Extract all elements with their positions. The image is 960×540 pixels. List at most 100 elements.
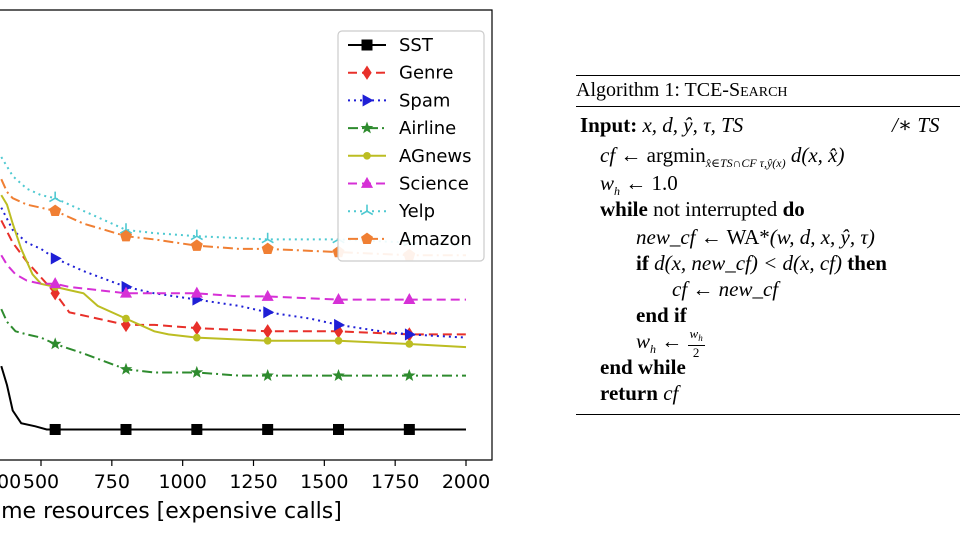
- cf-init-rhs: d(x, x̂): [790, 143, 845, 167]
- marker-amazon-550: [49, 204, 62, 216]
- wh-update-arrow: ←: [661, 328, 683, 353]
- if-condition: d(x, new_cf) < d(x, cf): [654, 251, 843, 275]
- legend-label-amazon: Amazon: [399, 229, 472, 250]
- marker-yelp-550: [48, 191, 62, 203]
- input-comment: /∗ TS: [892, 113, 940, 137]
- x-tick-label-1000: 1000: [158, 471, 206, 493]
- cf-init-lhs: cf ←: [600, 143, 642, 167]
- marker-airline-800: [119, 362, 133, 375]
- input-keyword: Input:: [580, 113, 638, 137]
- cf-init-op: argmin: [646, 143, 706, 167]
- algorithm-input-line: Input: x, d, ŷ, τ, TS: [580, 113, 743, 137]
- series-line-science: [0, 254, 466, 301]
- newcf-func: WA*: [726, 225, 770, 249]
- wh-fraction-denominator: 2: [692, 345, 700, 360]
- then-keyword: then: [847, 251, 887, 275]
- marker-science-550: [49, 277, 62, 289]
- legend-marker-amazon: [361, 232, 373, 244]
- marker-science-1800: [403, 293, 416, 304]
- legend-label-genre: Genre: [399, 63, 454, 84]
- legend-label-spam: Spam: [399, 90, 450, 111]
- marker-sst-1800: [403, 423, 415, 435]
- legend-box: [337, 30, 485, 262]
- legend-label-yelp: Yelp: [398, 201, 435, 222]
- input-params: x, d, ŷ, τ, TS: [642, 113, 744, 137]
- algorithm-wh-init-line: wh ← 1.0: [600, 171, 678, 203]
- algorithm-end-while-line: end while: [600, 355, 686, 379]
- x-tick-label-clipped: 00: [0, 471, 21, 493]
- marker-airline-550: [48, 337, 62, 350]
- legend-label-agnews: AGnews: [399, 146, 472, 167]
- algorithm-title-name: Search: [728, 79, 788, 101]
- line-chart: 500 750 1000 1250 1500 1750 2000 00 ime resource…: [0, 9, 493, 524]
- marker-airline-1550: [332, 369, 345, 381]
- x-tick-label-1500: 1500: [300, 471, 348, 493]
- legend-marker-airline: [360, 121, 374, 134]
- marker-science-800: [119, 286, 133, 298]
- algorithm-top-rule: [576, 75, 960, 76]
- marker-sst-550: [49, 423, 61, 435]
- x-tick-label-750: 750: [94, 471, 130, 493]
- marker-genre-1300: [262, 324, 273, 339]
- legend: SST Genre Spam Airline AGnews Science Yelp Amaz…: [337, 30, 485, 262]
- wh-arrow: ←: [625, 171, 647, 195]
- marker-airline-1300: [261, 369, 274, 381]
- algorithm-while-line: while not interrupted do: [600, 197, 805, 221]
- return-keyword: return: [600, 381, 658, 405]
- do-keyword: do: [782, 197, 805, 221]
- algorithm-title-prefix: Algorithm 1: TCE-: [576, 79, 729, 101]
- series-lines: [0, 156, 467, 435]
- x-tick-label-1750: 1750: [371, 471, 419, 493]
- algorithm-assign-line: cf ← new_cf: [672, 277, 779, 301]
- marker-science-1550: [332, 293, 345, 304]
- x-tick-label-1250: 1250: [229, 471, 277, 493]
- legend-label-science: Science: [399, 174, 469, 195]
- newcf-args: (w, d, x, ŷ, τ): [769, 225, 875, 249]
- marker-spam-1550: [334, 318, 346, 331]
- legend-marker-science: [360, 176, 374, 188]
- legend-label-sst: SST: [399, 35, 434, 56]
- marker-agnews-1800: [405, 340, 414, 348]
- marker-genre-1050: [192, 320, 202, 336]
- newcf-lhs: new_cf ←: [636, 225, 722, 249]
- marker-amazon-1300: [261, 242, 274, 254]
- marker-spam-1800: [404, 328, 416, 341]
- cf-init-subscript: x̂∈TS∩CF τ,ŷ(x): [705, 156, 786, 170]
- algorithm-return-line: return cf: [600, 381, 678, 405]
- x-tick-label-500: 500: [23, 471, 59, 493]
- marker-airline-1800: [403, 369, 416, 381]
- algorithm-bottom-rule: [576, 414, 960, 415]
- algorithm-newcf-line: new_cf ← WA*(w, d, x, ŷ, τ): [636, 225, 875, 249]
- legend-marker-sst: [361, 39, 373, 51]
- algorithm-wh-update-line: wh ← wh 2: [636, 327, 705, 361]
- marker-sst-1050: [191, 423, 203, 435]
- marker-sst-1300: [262, 423, 274, 435]
- marker-science-1300: [261, 289, 274, 301]
- marker-airline-1050: [190, 365, 204, 378]
- plot-frame: [0, 9, 493, 461]
- series-line-spam: [0, 207, 467, 339]
- algorithm-cf-init-line: cf ← argminx̂∈TS∩CF τ,ŷ(x) d(x, x̂): [600, 143, 844, 175]
- series-line-airline: [0, 308, 466, 377]
- legend-marker-yelp: [360, 204, 374, 216]
- wh-fraction-numerator: wh: [687, 327, 705, 346]
- marker-spam-550: [50, 252, 62, 265]
- if-keyword: if: [636, 251, 649, 275]
- marker-agnews-1050: [192, 333, 201, 342]
- series-line-agnews: [0, 194, 467, 349]
- series-line-sst: [0, 365, 466, 431]
- marker-amazon-800: [120, 229, 132, 242]
- return-value: cf: [663, 381, 679, 405]
- marker-science-1050: [190, 286, 203, 298]
- wh-fraction: wh 2: [687, 327, 705, 360]
- marker-sst-1550: [333, 423, 344, 435]
- plot-area: [0, 156, 467, 435]
- x-axis: 500 750 1000 1250 1500 1750 2000 00 ime resource…: [0, 9, 493, 524]
- wh-init-value: 1.0: [651, 171, 678, 195]
- marker-agnews-1300: [263, 336, 272, 345]
- marker-yelp-800: [119, 223, 133, 234]
- marker-agnews-800: [122, 314, 130, 323]
- x-axis-label: ime resources [expensive calls]: [0, 499, 342, 524]
- marker-yelp-1300: [261, 232, 274, 244]
- marker-spam-1300: [263, 306, 275, 319]
